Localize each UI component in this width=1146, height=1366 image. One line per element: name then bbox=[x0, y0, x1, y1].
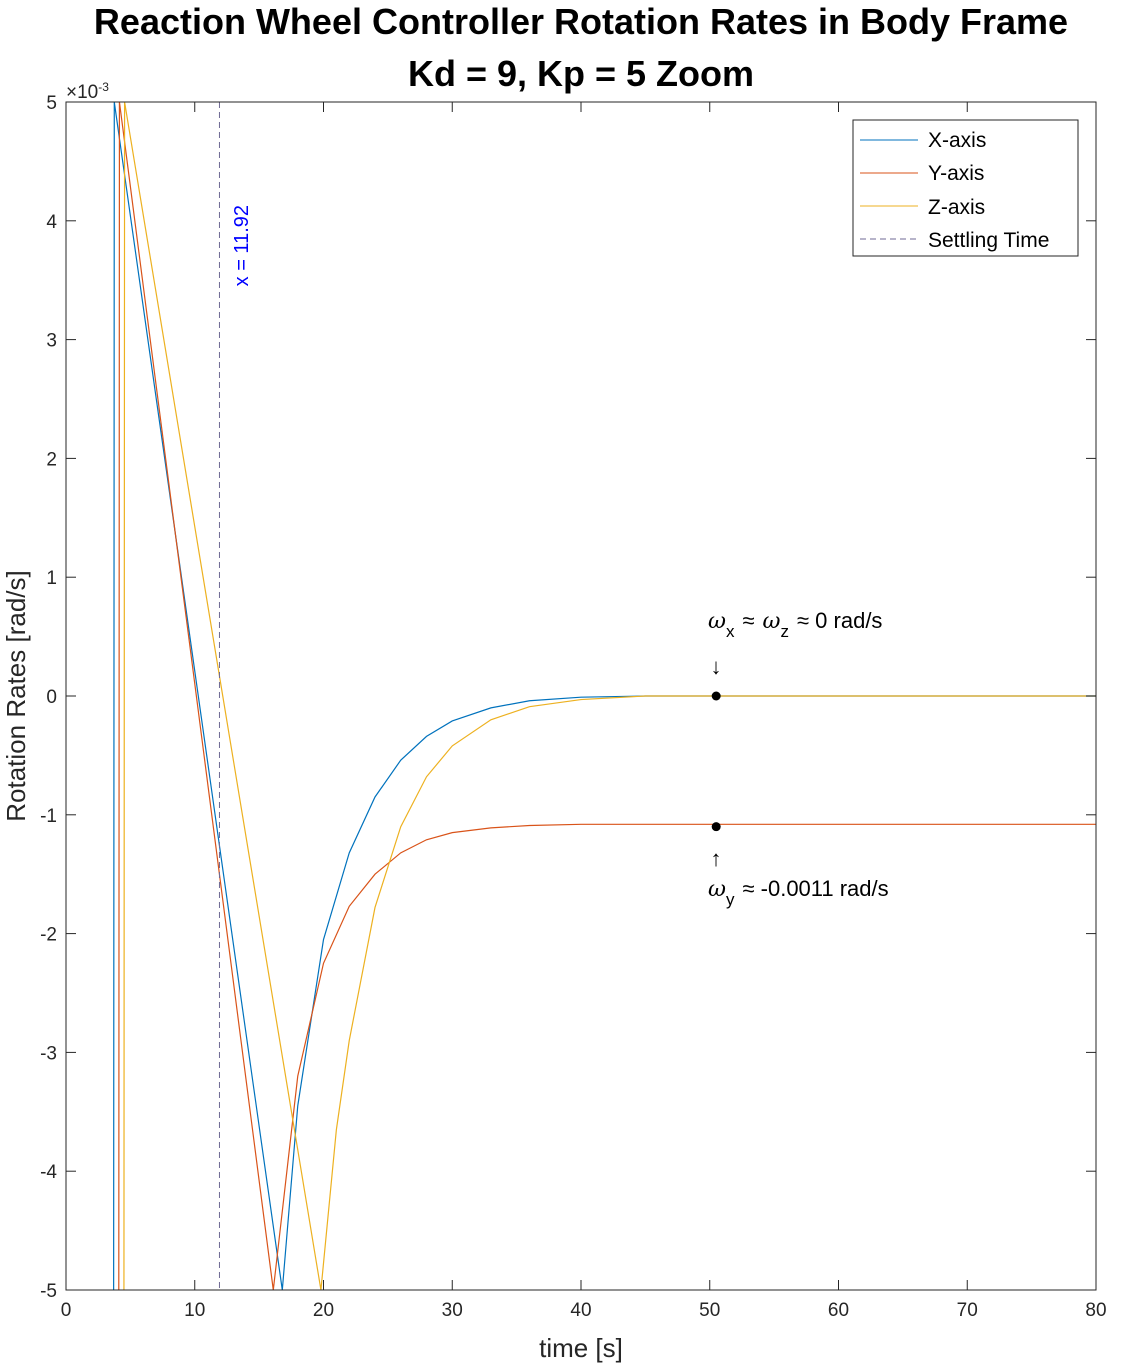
legend-label-x-axis: X-axis bbox=[928, 129, 986, 152]
annotation-approx: ≈ bbox=[742, 608, 754, 633]
y-tick-label: -1 bbox=[40, 806, 57, 827]
settling-layer bbox=[218, 102, 721, 1290]
annotation-down-arrow: ↓ bbox=[711, 654, 722, 679]
annotation-subscript: y bbox=[726, 890, 735, 909]
y-exponent-base: ×10 bbox=[66, 82, 98, 103]
x-tick-label: 60 bbox=[828, 1300, 849, 1321]
y-exponent-power: -3 bbox=[98, 80, 109, 94]
legend-label-settling-time: Settling Time bbox=[928, 229, 1049, 252]
y-tick-label: -3 bbox=[40, 1043, 57, 1064]
x-tick-label: 40 bbox=[570, 1300, 591, 1321]
y-tick-label: 2 bbox=[46, 449, 57, 470]
omega-symbol: ω bbox=[708, 609, 726, 634]
annotation-up-arrow: ↑ bbox=[711, 846, 722, 871]
omega-symbol: ω bbox=[708, 877, 726, 902]
x-tick-label: 10 bbox=[184, 1300, 205, 1321]
chart-subtitle: Kd = 9, Kp = 5 Zoom bbox=[408, 53, 754, 94]
omega-symbol: ω bbox=[763, 609, 781, 634]
annotation-subscript: z bbox=[780, 622, 789, 641]
y-tick-label: 5 bbox=[46, 93, 57, 114]
annotation-value: ≈ -0.0011 rad/s bbox=[742, 876, 888, 901]
data-marker-1 bbox=[711, 691, 721, 701]
x-axis-label: time [s] bbox=[539, 1333, 623, 1363]
y-axis-label: Rotation Rates [rad/s] bbox=[1, 570, 31, 821]
y-tick-label: 0 bbox=[46, 687, 57, 708]
annotation-lower-text: ωy ≈ -0.0011 rad/s bbox=[708, 876, 889, 909]
settling-time-label: x = 11.92 bbox=[231, 205, 253, 286]
x-tick-label: 50 bbox=[699, 1300, 720, 1321]
y-tick-label: 3 bbox=[46, 331, 57, 352]
x-tick-label: 20 bbox=[313, 1300, 334, 1321]
annotation-upper-text: ωx ≈ ωz ≈ 0 rad/s bbox=[708, 608, 882, 641]
series-line-z-axis bbox=[123, 102, 1096, 1290]
annotation-upper: ωx ≈ ωz ≈ 0 rad/s ↓ bbox=[708, 608, 882, 679]
series-line-y-axis bbox=[118, 102, 1096, 1290]
series-layer bbox=[113, 102, 1096, 1290]
x-tick-label: 0 bbox=[61, 1300, 72, 1321]
x-tick-label: 30 bbox=[442, 1300, 463, 1321]
x-tick-label: 70 bbox=[957, 1300, 978, 1321]
annotation-lower: ↑ ωy ≈ -0.0011 rad/s bbox=[708, 846, 889, 909]
x-tick-label: 80 bbox=[1085, 1300, 1106, 1321]
chart-title: Reaction Wheel Controller Rotation Rates… bbox=[94, 1, 1068, 42]
y-tick-label: -5 bbox=[40, 1281, 57, 1302]
legend-box bbox=[852, 119, 1079, 257]
y-tick-label: -4 bbox=[40, 1162, 57, 1183]
y-tick-label: 1 bbox=[46, 568, 57, 589]
annotation-subscript: x bbox=[726, 622, 735, 641]
ticks-layer: 0 10 20 30 40 50 60 70 80 -5 -4 -3 -2 -1 0 1 2 3 4 5 bbox=[40, 93, 1106, 1321]
legend-label-y-axis: Y-axis bbox=[928, 162, 984, 185]
y-tick-label: -2 bbox=[40, 925, 57, 946]
legend: X-axis Y-axis Z-axis Settling Time bbox=[852, 119, 1079, 257]
data-marker-2 bbox=[711, 822, 721, 832]
y-exponent-label: ×10-3 bbox=[66, 80, 109, 103]
legend-label-z-axis: Z-axis bbox=[928, 196, 985, 219]
y-tick-label: 4 bbox=[46, 212, 57, 233]
annotation-value: ≈ 0 rad/s bbox=[797, 608, 882, 633]
